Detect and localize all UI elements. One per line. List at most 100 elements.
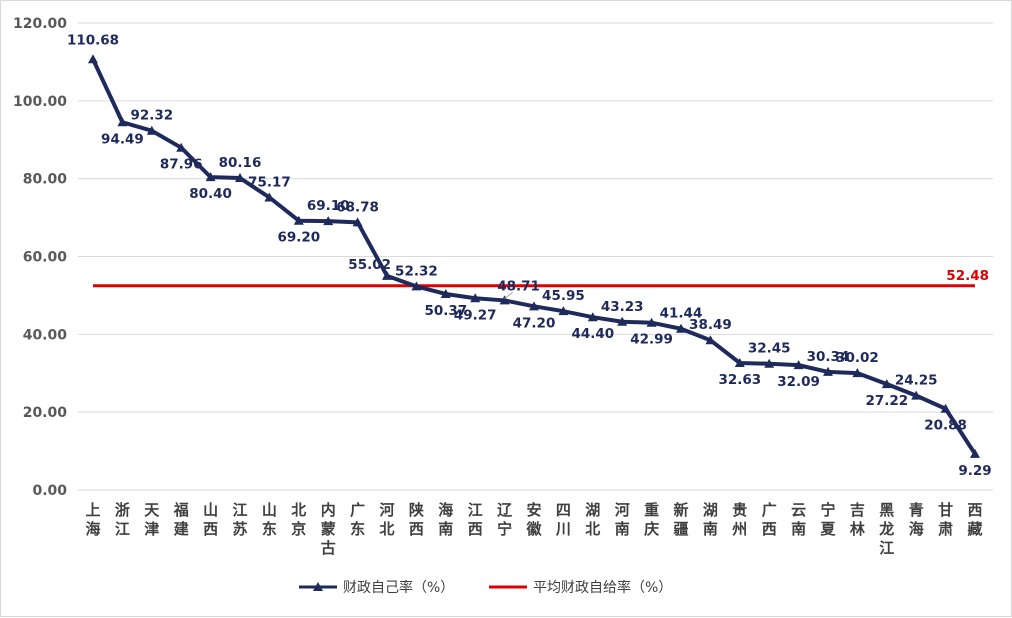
x-tick-label: 湖南 (703, 501, 718, 538)
gridlines (78, 22, 993, 491)
average-line-label: 52.48 (946, 268, 989, 284)
x-tick-label: 青海 (909, 501, 924, 538)
x-tick-label: 新疆 (673, 501, 688, 538)
data-point-marker (558, 306, 569, 316)
data-label: 9.29 (958, 463, 991, 479)
data-label: 68.78 (336, 199, 379, 215)
x-tick-label: 江西 (468, 501, 483, 538)
data-label: 92.32 (130, 108, 173, 124)
data-label: 49.27 (454, 307, 497, 323)
data-point-marker (470, 293, 481, 303)
data-label: 75.17 (248, 174, 291, 190)
series-line-group (88, 54, 980, 458)
data-point-marker (411, 281, 422, 291)
data-point-marker (852, 368, 863, 378)
x-tick-label: 广西 (762, 501, 777, 538)
y-tick-label: 120.00 (13, 16, 67, 32)
data-point-marker (264, 192, 275, 202)
data-label: 94.49 (101, 131, 144, 147)
data-point-marker (940, 403, 951, 413)
data-point-marker (529, 301, 539, 311)
x-tick-label: 上海 (85, 501, 100, 538)
x-tick-label: 河南 (615, 501, 630, 538)
data-point-marker (911, 390, 922, 400)
x-tick-label: 江苏 (232, 501, 247, 538)
x-tick-label: 云南 (791, 501, 806, 538)
x-tick-label: 辽宁 (497, 501, 512, 538)
x-tick-label: 河北 (379, 501, 394, 538)
x-tick-label: 湖北 (585, 501, 600, 538)
data-point-marker (764, 358, 775, 368)
data-point-marker (970, 448, 980, 458)
legend-series-marker (313, 582, 323, 591)
x-tick-label: 吉林 (850, 501, 866, 538)
data-label: 38.49 (689, 317, 732, 333)
data-label: 27.22 (865, 393, 908, 409)
average-line-group: 52.48 (93, 268, 989, 288)
data-label: 41.44 (660, 306, 703, 322)
data-point-marker (587, 312, 598, 322)
data-point-marker (176, 142, 187, 152)
data-label: 110.68 (67, 32, 119, 48)
data-label: 52.32 (395, 263, 438, 279)
y-axis-ticks: 0.00 20.00 40.00 60.00 80.00 100.00 120.00 (13, 16, 67, 499)
data-label: 32.09 (777, 374, 820, 390)
x-tick-label: 宁夏 (819, 501, 836, 538)
y-tick-label: 100.00 (13, 94, 67, 110)
data-label: 24.25 (895, 373, 938, 389)
data-label: 50.37 (424, 303, 467, 319)
data-point-marker (823, 366, 833, 376)
x-tick-label: 贵州 (731, 501, 747, 538)
x-tick-label: 重庆 (644, 501, 659, 538)
x-tick-label: 山东 (262, 501, 277, 538)
y-tick-label: 0.00 (32, 483, 67, 499)
data-point-marker (617, 316, 628, 326)
x-tick-label: 天津 (144, 501, 160, 538)
x-tick-label: 四川 (555, 501, 571, 538)
data-point-marker (646, 317, 657, 327)
data-label-leader (504, 292, 513, 299)
data-label: 32.45 (748, 341, 791, 357)
data-label: 20.88 (924, 418, 967, 434)
data-label: 48.71 (497, 278, 540, 294)
data-point-marker (793, 360, 804, 370)
y-tick-label: 80.00 (23, 172, 68, 188)
data-label: 30.02 (836, 350, 879, 366)
x-axis-ticks: 上海浙江天津福建山西江苏山东北京内蒙古广东河北陕西海南江西辽宁安徽四川湖北河南重… (85, 501, 982, 557)
x-tick-label: 甘肃 (938, 501, 953, 538)
x-tick-label: 黑龙江 (878, 501, 894, 557)
data-label: 42.99 (630, 332, 673, 348)
data-label: 69.10 (307, 198, 350, 214)
legend-average-label: 平均财政自给率（%） (533, 579, 672, 596)
data-point-marker (117, 117, 128, 127)
data-point-marker (205, 172, 216, 182)
x-tick-label: 福建 (173, 501, 190, 538)
data-point-marker (881, 379, 892, 389)
y-tick-label: 60.00 (23, 250, 68, 266)
data-label: 80.16 (219, 155, 262, 171)
x-tick-label: 山西 (203, 501, 218, 538)
x-tick-label: 广东 (350, 501, 365, 538)
data-point-marker (676, 323, 686, 333)
data-label: 45.95 (542, 288, 585, 304)
y-tick-label: 40.00 (23, 327, 68, 343)
x-tick-label: 浙江 (115, 501, 130, 538)
data-label: 44.40 (571, 326, 614, 342)
data-point-marker (146, 125, 157, 135)
data-label: 87.96 (160, 157, 203, 173)
x-tick-label: 陕西 (409, 501, 424, 538)
data-labels: 110.68 94.49 92.32 87.96 80.40 80.16 75.17 69.2… (67, 32, 992, 479)
x-tick-label: 海南 (438, 501, 453, 538)
data-point-marker (88, 54, 98, 64)
x-tick-label: 北京 (291, 501, 306, 538)
data-point-marker (382, 270, 392, 280)
y-tick-label: 20.00 (23, 405, 68, 421)
x-tick-label: 安徽 (525, 501, 542, 538)
legend-series-label: 财政自己率（%） (343, 579, 454, 596)
x-tick-label: 西藏 (967, 501, 982, 538)
data-point-marker (352, 217, 363, 227)
data-label: 43.23 (601, 299, 644, 315)
x-tick-label: 内蒙古 (321, 501, 336, 557)
